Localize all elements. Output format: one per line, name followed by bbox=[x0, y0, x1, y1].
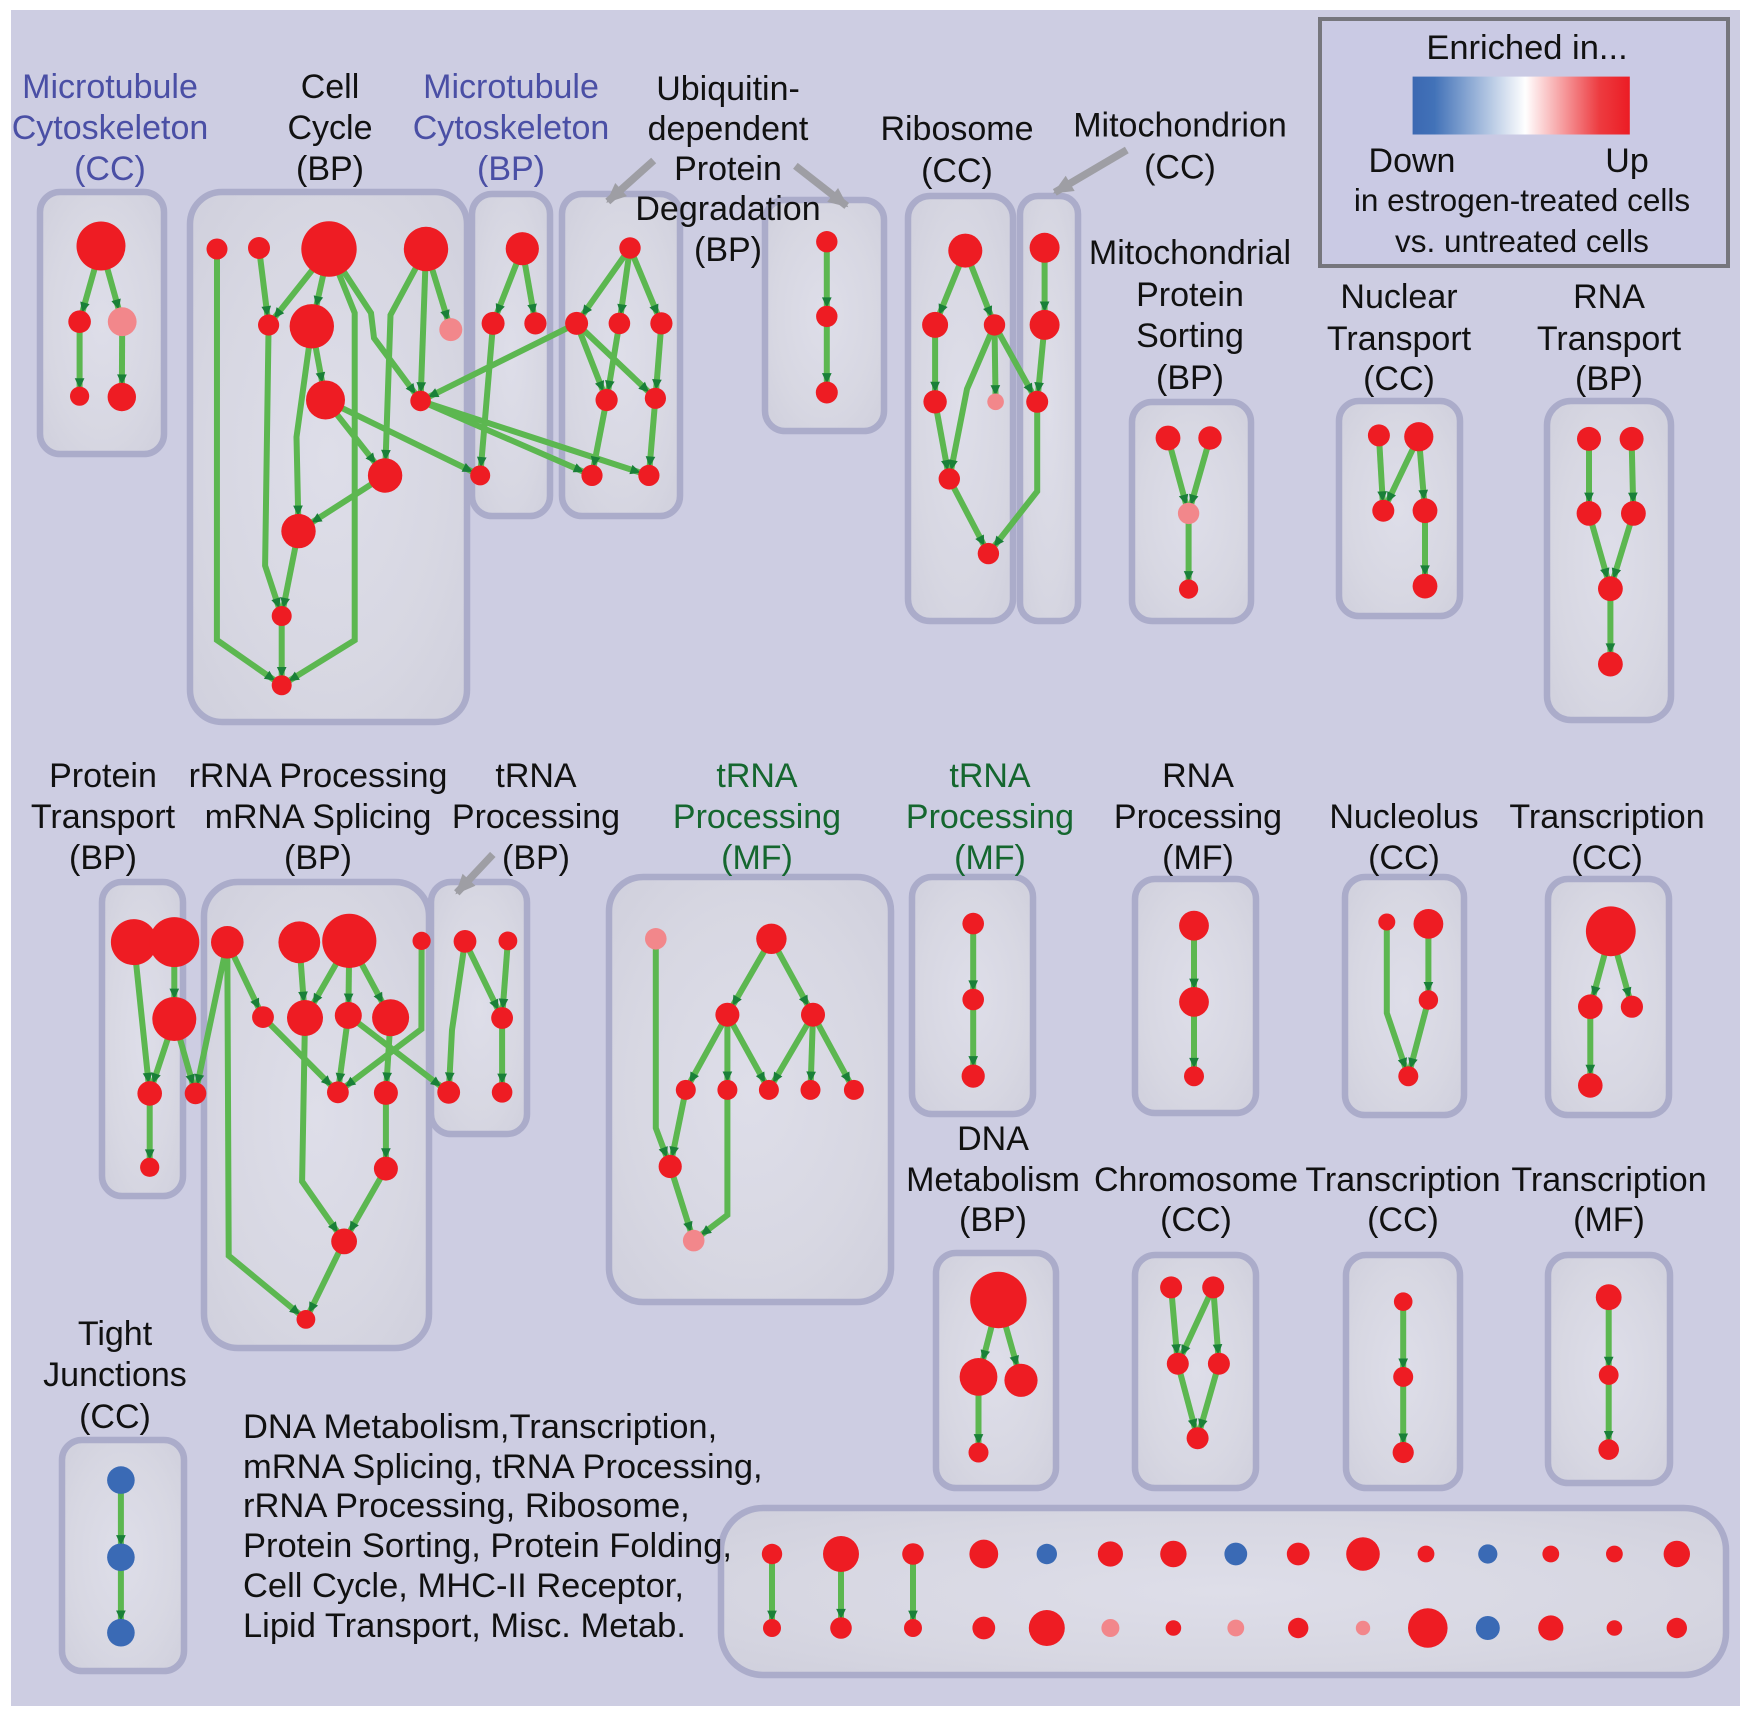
svg-text:tRNA: tRNA bbox=[495, 757, 577, 795]
svg-text:RNA: RNA bbox=[1573, 278, 1645, 316]
svg-text:(BP): (BP) bbox=[1156, 359, 1224, 397]
svg-text:Degradation: Degradation bbox=[635, 190, 820, 228]
svg-text:(CC): (CC) bbox=[1571, 839, 1643, 877]
svg-text:Chromosome: Chromosome bbox=[1094, 1161, 1298, 1199]
svg-text:Processing: Processing bbox=[1114, 798, 1282, 836]
svg-text:(BP): (BP) bbox=[477, 150, 545, 188]
svg-text:DNA Metabolism,Transcription,: DNA Metabolism,Transcription, bbox=[243, 1408, 717, 1446]
svg-text:(CC): (CC) bbox=[1144, 149, 1216, 187]
svg-text:(BP): (BP) bbox=[284, 839, 352, 877]
svg-text:(BP): (BP) bbox=[1575, 360, 1643, 398]
svg-text:Transport: Transport bbox=[1327, 320, 1472, 358]
svg-text:Up: Up bbox=[1605, 142, 1648, 180]
svg-text:mRNA Splicing: mRNA Splicing bbox=[205, 798, 432, 836]
svg-text:Junctions: Junctions bbox=[43, 1356, 187, 1394]
svg-text:tRNA: tRNA bbox=[949, 757, 1031, 795]
svg-text:Mitochondrion: Mitochondrion bbox=[1073, 107, 1287, 145]
svg-text:Microtubule: Microtubule bbox=[22, 68, 198, 106]
svg-text:Enriched in...: Enriched in... bbox=[1426, 29, 1627, 67]
svg-text:Cell: Cell bbox=[301, 68, 360, 106]
svg-text:(MF): (MF) bbox=[721, 839, 793, 877]
svg-text:(BP): (BP) bbox=[69, 839, 137, 877]
svg-text:Ubiquitin-: Ubiquitin- bbox=[656, 70, 800, 108]
svg-text:Transcription: Transcription bbox=[1305, 1161, 1500, 1199]
svg-text:vs. untreated cells: vs. untreated cells bbox=[1395, 223, 1649, 259]
svg-text:Microtubule: Microtubule bbox=[423, 68, 599, 106]
svg-text:Transport: Transport bbox=[1537, 320, 1682, 358]
svg-text:(BP): (BP) bbox=[694, 231, 762, 269]
svg-text:Protein Sorting, Protein Foldi: Protein Sorting, Protein Folding, bbox=[243, 1527, 732, 1565]
svg-text:Cytoskeleton: Cytoskeleton bbox=[12, 109, 209, 147]
svg-text:(CC): (CC) bbox=[1367, 1201, 1439, 1239]
svg-text:Cycle: Cycle bbox=[287, 109, 372, 147]
svg-text:Cell Cycle, MHC-II Receptor,: Cell Cycle, MHC-II Receptor, bbox=[243, 1567, 684, 1605]
svg-text:Mitochondrial: Mitochondrial bbox=[1089, 234, 1291, 272]
svg-text:Metabolism: Metabolism bbox=[906, 1161, 1080, 1199]
svg-text:Sorting: Sorting bbox=[1136, 317, 1244, 355]
svg-text:Down: Down bbox=[1369, 142, 1456, 180]
svg-text:Processing: Processing bbox=[673, 798, 841, 836]
svg-text:(BP): (BP) bbox=[959, 1201, 1027, 1239]
svg-text:Ribosome: Ribosome bbox=[880, 110, 1033, 148]
svg-text:Cytoskeleton: Cytoskeleton bbox=[413, 109, 610, 147]
svg-text:(CC): (CC) bbox=[1363, 360, 1435, 398]
svg-text:RNA: RNA bbox=[1162, 757, 1234, 795]
svg-text:rRNA Processing, Ribosome,: rRNA Processing, Ribosome, bbox=[243, 1487, 690, 1525]
svg-text:(CC): (CC) bbox=[79, 1398, 151, 1436]
svg-text:(MF): (MF) bbox=[1162, 839, 1234, 877]
svg-text:(CC): (CC) bbox=[921, 152, 993, 190]
svg-text:in estrogen-treated cells: in estrogen-treated cells bbox=[1354, 182, 1690, 218]
svg-text:Transcription: Transcription bbox=[1509, 798, 1704, 836]
svg-text:Processing: Processing bbox=[452, 798, 620, 836]
svg-text:(BP): (BP) bbox=[296, 150, 364, 188]
svg-text:(CC): (CC) bbox=[1368, 839, 1440, 877]
svg-text:Protein: Protein bbox=[1136, 276, 1244, 314]
svg-text:Transcription: Transcription bbox=[1511, 1161, 1706, 1199]
svg-text:Nuclear: Nuclear bbox=[1340, 278, 1457, 316]
svg-text:Processing: Processing bbox=[906, 798, 1074, 836]
svg-text:(CC): (CC) bbox=[74, 150, 146, 188]
svg-text:Protein: Protein bbox=[674, 150, 782, 188]
svg-text:(CC): (CC) bbox=[1160, 1201, 1232, 1239]
svg-text:dependent: dependent bbox=[648, 110, 809, 148]
svg-text:Nucleolus: Nucleolus bbox=[1329, 798, 1478, 836]
svg-text:DNA: DNA bbox=[957, 1120, 1029, 1158]
svg-text:Tight: Tight bbox=[78, 1315, 153, 1353]
svg-text:Lipid Transport, Misc. Metab.: Lipid Transport, Misc. Metab. bbox=[243, 1607, 686, 1645]
svg-text:mRNA Splicing, tRNA Processing: mRNA Splicing, tRNA Processing, bbox=[243, 1448, 763, 1486]
svg-text:(MF): (MF) bbox=[1573, 1201, 1645, 1239]
svg-text:(MF): (MF) bbox=[954, 839, 1026, 877]
svg-text:(BP): (BP) bbox=[502, 839, 570, 877]
svg-text:Protein: Protein bbox=[49, 757, 157, 795]
svg-text:Transport: Transport bbox=[31, 798, 176, 836]
svg-text:rRNA Processing: rRNA Processing bbox=[189, 757, 448, 795]
svg-text:tRNA: tRNA bbox=[716, 757, 798, 795]
